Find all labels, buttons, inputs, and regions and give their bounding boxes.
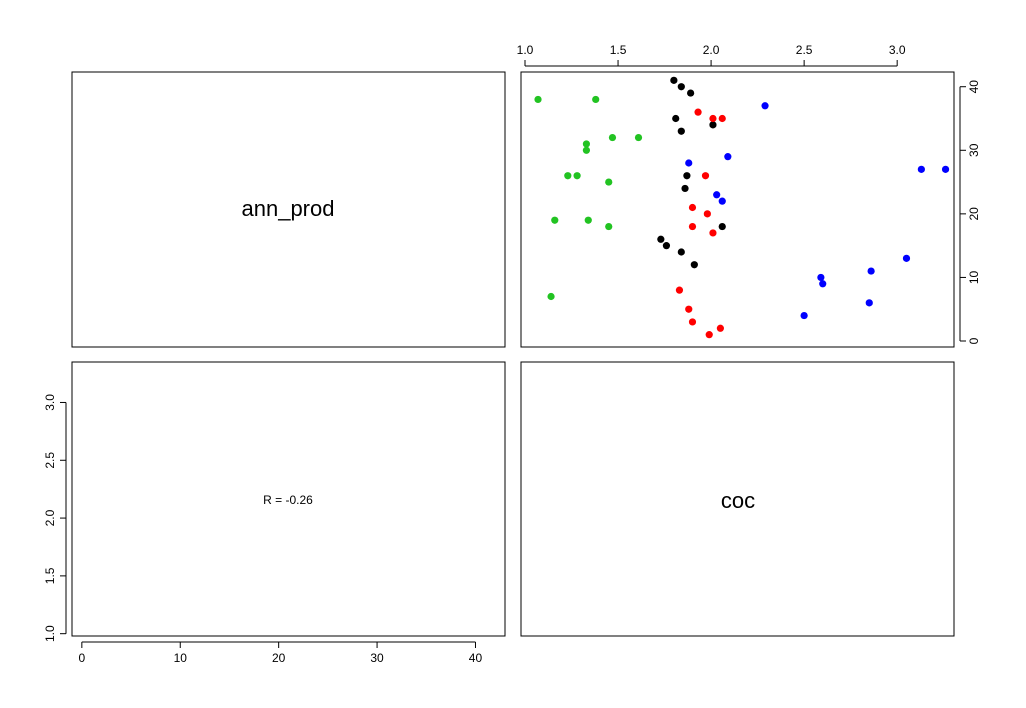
scatter-point <box>582 140 591 148</box>
scatter-point <box>592 95 600 104</box>
scatter-point <box>819 280 827 288</box>
panel-diagonal-coc <box>520 361 955 637</box>
scatter-point <box>941 165 950 173</box>
scatter-point <box>662 242 671 250</box>
upper-x-axis: 1.0 1.5 2.0 2.5 3.0 <box>517 43 906 67</box>
scatter-point <box>709 114 717 123</box>
correlation-label: R = -0.26 <box>263 493 313 507</box>
lower-y-tick-label: 2.0 <box>43 509 57 526</box>
upper-y-tick-label: 30 <box>967 143 981 157</box>
scatter-point <box>694 108 702 116</box>
lower-x-tick-label: 10 <box>174 651 188 665</box>
scatter-point <box>705 331 713 339</box>
scatter-point <box>690 261 698 269</box>
scatter-point <box>547 292 555 301</box>
scatter-point <box>672 114 680 123</box>
scatter-point <box>817 273 825 282</box>
scatter-point <box>688 222 697 231</box>
scatter-point <box>917 165 925 173</box>
upper-x-tick-label: 2.0 <box>703 43 720 57</box>
scatter-point <box>670 76 678 84</box>
scatter-point <box>867 267 875 275</box>
scatter-point <box>687 89 695 97</box>
scatter-point <box>701 172 710 180</box>
scatter-point <box>683 172 691 180</box>
scatter-point <box>688 318 697 326</box>
scatter-point <box>713 191 721 199</box>
scatter-point <box>800 311 808 320</box>
scatter-point <box>605 178 613 186</box>
scatter-point <box>688 203 697 212</box>
upper-x-tick-label: 2.5 <box>796 43 813 57</box>
lower-y-tick-label: 2.5 <box>43 452 57 469</box>
scatter-point <box>865 299 873 307</box>
scatter-point <box>584 216 592 224</box>
panel-diagonal-ann-prod <box>71 71 506 348</box>
lower-x-axis: 0 10 20 30 40 <box>78 641 483 665</box>
scatter-point <box>685 159 693 167</box>
lower-x-tick-label: 0 <box>78 651 85 665</box>
scatter-point <box>551 216 559 224</box>
scatter-point <box>573 172 581 180</box>
scatter-point <box>685 305 693 313</box>
lower-y-tick-label: 1.5 <box>43 567 57 584</box>
panel-lower-correlation <box>71 361 506 637</box>
lower-y-tick-label: 3.0 <box>43 394 57 411</box>
scatter-point <box>634 133 643 142</box>
scatter-point <box>657 235 665 243</box>
lower-y-axis: 1.0 1.5 2.0 2.5 3.0 <box>43 394 67 642</box>
scatter-point <box>564 172 572 180</box>
scatter-point <box>716 324 724 332</box>
scatter-point <box>709 229 717 237</box>
upper-x-tick-label: 1.5 <box>610 43 627 57</box>
scatter-point <box>703 210 711 218</box>
upper-y-tick-label: 20 <box>967 207 981 221</box>
lower-y-tick-label: 1.0 <box>43 625 57 642</box>
scatter-point <box>582 146 591 154</box>
scatter-point <box>677 83 685 91</box>
scatter-point <box>675 286 684 294</box>
scatter-point <box>718 222 726 231</box>
upper-y-axis: 0 10 20 30 40 <box>959 80 981 344</box>
upper-y-tick-label: 0 <box>967 337 981 344</box>
scatter-point <box>677 127 685 135</box>
diagonal-label-coc: coc <box>721 488 755 513</box>
scatter-point <box>677 248 685 256</box>
upper-x-tick-label: 3.0 <box>889 43 906 57</box>
upper-x-tick-label: 1.0 <box>517 43 534 57</box>
scatter-point <box>534 95 542 104</box>
lower-x-tick-label: 30 <box>370 651 384 665</box>
scatter-point <box>724 153 732 161</box>
scatter-points <box>534 76 950 339</box>
scatter-point <box>681 184 689 193</box>
upper-y-tick-label: 40 <box>967 80 981 94</box>
scatter-point <box>709 121 717 129</box>
lower-x-tick-label: 40 <box>469 651 483 665</box>
lower-x-tick-label: 20 <box>272 651 286 665</box>
scatter-point <box>718 114 726 123</box>
scatter-point <box>608 133 617 142</box>
scatter-point <box>761 102 769 110</box>
scatter-point <box>605 222 613 231</box>
upper-y-tick-label: 10 <box>967 270 981 284</box>
scatter-point <box>718 197 726 205</box>
scatter-point <box>902 254 911 262</box>
diagonal-label-ann-prod: ann_prod <box>242 196 335 221</box>
panel-upper-scatter <box>520 71 955 348</box>
